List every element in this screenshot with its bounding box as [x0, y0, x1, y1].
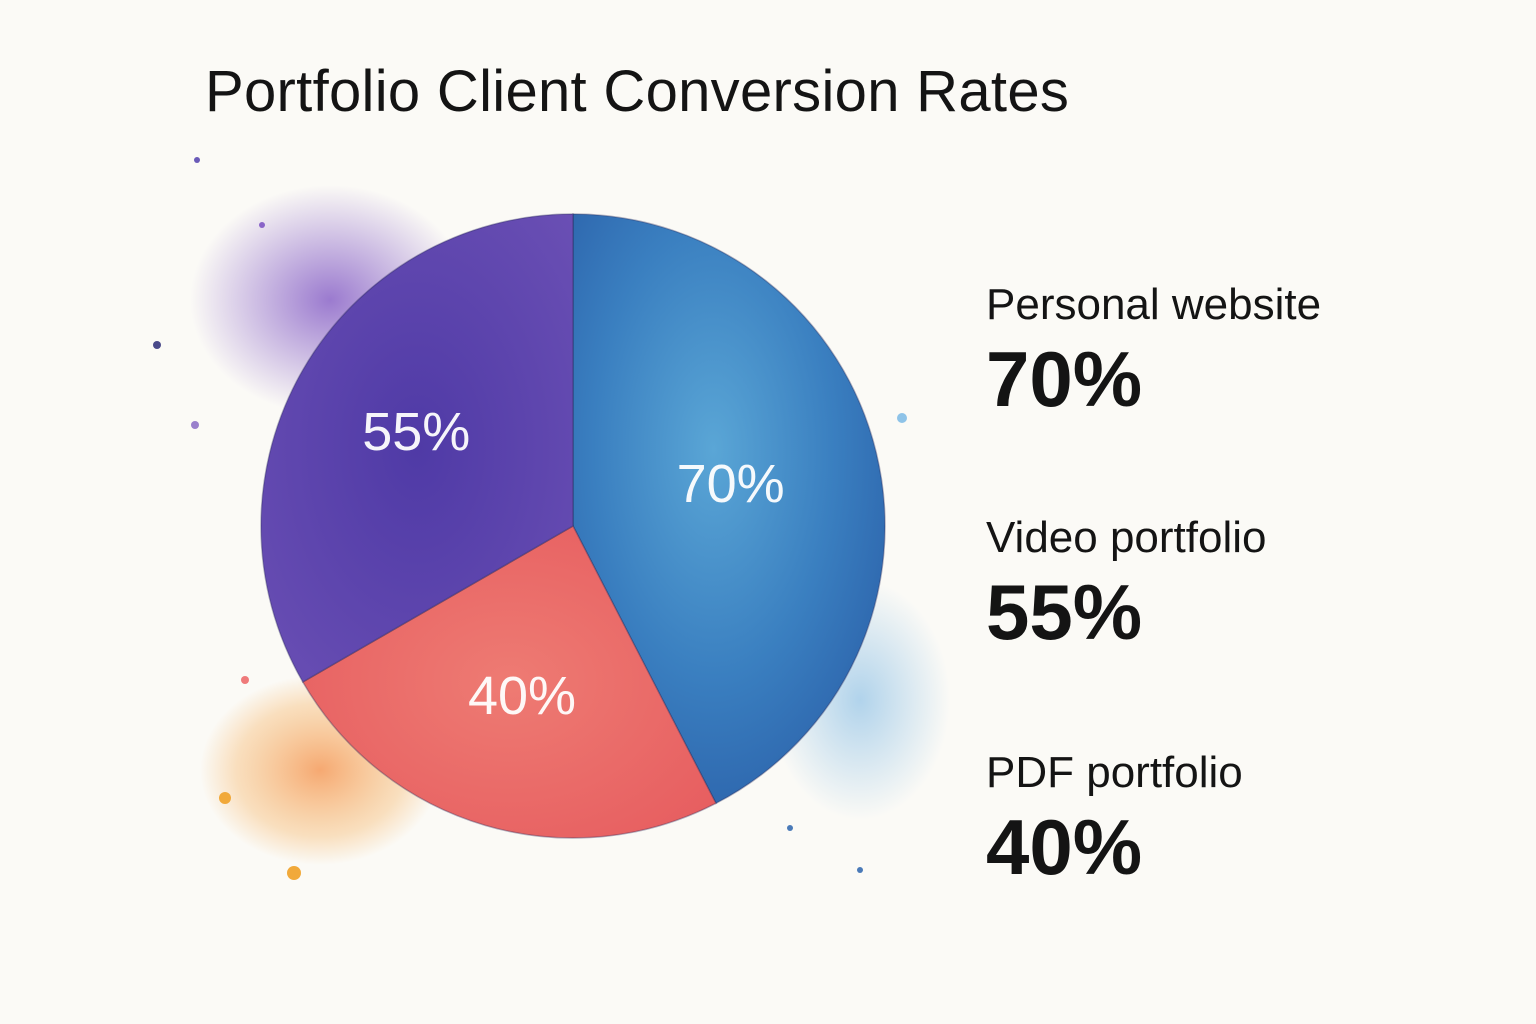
paint-dot — [259, 222, 265, 228]
pie-slice-pdf-portfolio — [301, 524, 717, 839]
legend-item-video-portfolio: Video portfolio 55% — [986, 513, 1267, 658]
legend-name: Personal website — [986, 280, 1322, 329]
slice-label: 70% — [677, 454, 785, 514]
legend-value: 70% — [986, 335, 1143, 423]
legend-name: PDF portfolio — [986, 748, 1243, 797]
legend-name: Video portfolio — [986, 513, 1267, 562]
paint-dot — [787, 825, 793, 831]
slice-label: 40% — [468, 666, 576, 726]
pie-slices — [260, 213, 886, 839]
paint-dot — [241, 676, 249, 684]
paint-dot — [857, 867, 863, 873]
legend-item-pdf-portfolio: PDF portfolio 40% — [986, 748, 1243, 893]
paint-dot — [191, 421, 199, 429]
paint-dot — [219, 792, 231, 804]
paint-dot — [153, 341, 161, 349]
legend-value: 55% — [986, 568, 1143, 656]
legend-item-personal-website: Personal website 70% — [986, 280, 1321, 425]
pie-slice-labels: 70% 40% 55% — [362, 402, 784, 726]
paint-dot — [897, 413, 907, 423]
pie-slice-personal-website — [572, 213, 886, 805]
paint-dot — [194, 157, 200, 163]
slice-label: 55% — [362, 402, 470, 462]
legend-value: 40% — [986, 803, 1143, 891]
paint-dot — [287, 866, 301, 880]
chart-title: Portfolio Client Conversion Rates — [205, 59, 1070, 124]
pie-slice-video-portfolio — [260, 213, 574, 684]
